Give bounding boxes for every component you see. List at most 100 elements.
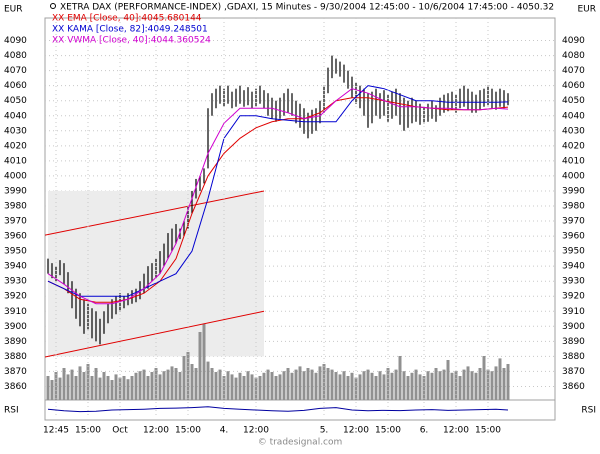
volume-bar <box>222 376 226 400</box>
volume-bar <box>130 376 134 400</box>
volume-bar <box>406 376 410 400</box>
volume-bar <box>506 364 510 400</box>
volume-bar <box>122 376 126 400</box>
channel-line <box>45 190 265 236</box>
y-tick-label-right: 4090 <box>562 36 585 46</box>
y-tick-label-left: 3900 <box>4 322 27 332</box>
y-tick-label-right: 3860 <box>562 382 585 392</box>
y-tick-label-left: 4030 <box>4 126 27 136</box>
volume-bar <box>194 368 198 400</box>
indicator-line <box>47 85 509 297</box>
volume-bar <box>154 368 158 400</box>
rsi-label-right: RSI <box>581 406 596 416</box>
volume-bar <box>314 372 318 400</box>
x-tick-label: 15:00 <box>175 426 201 436</box>
volume-bar <box>238 372 242 400</box>
chart-title: XETRA DAX (PERFORMANCE-INDEX) ,GDAXI, 15… <box>60 3 554 13</box>
volume-bar <box>166 369 170 400</box>
y-tick-label-left: 4040 <box>4 111 27 121</box>
y-tick-label-right: 3980 <box>562 201 585 211</box>
x-tick-label: 15:00 <box>75 426 101 436</box>
y-tick-label-right: 4050 <box>562 96 585 106</box>
y-tick-label-left: 3860 <box>4 382 27 392</box>
volume-bar <box>326 368 330 400</box>
volume-bar <box>354 377 358 400</box>
volume-bar <box>490 371 494 400</box>
y-tick-label-right: 4060 <box>562 81 585 91</box>
volume-bar <box>438 371 442 400</box>
volume-bar <box>254 377 258 400</box>
y-tick-label-right: 4070 <box>562 66 585 76</box>
volume-bar <box>398 356 402 400</box>
y-tick-label-left: 3880 <box>4 352 27 362</box>
volume-bar <box>230 374 234 400</box>
x-tick-label: 4. <box>220 426 229 436</box>
y-tick-label-right: 3900 <box>562 322 585 332</box>
volume-bar <box>362 371 366 400</box>
y-tick-label-left: 3920 <box>4 292 27 302</box>
volume-bar <box>394 369 398 400</box>
volume-bar <box>62 368 66 400</box>
volume-bar <box>234 377 238 400</box>
volume-bar <box>114 374 118 400</box>
volume-bar <box>290 372 294 400</box>
volume-bar <box>46 376 50 400</box>
legend-entry: XX VWMA [Close, 40]:4044.360524 <box>52 36 211 46</box>
y-tick-label-right: 4000 <box>562 171 585 181</box>
volume-bar <box>66 374 70 400</box>
legend-entry: XX KAMA [Close, 82]:4049.248501 <box>52 25 208 35</box>
x-tick-label: 12:00 <box>343 426 369 436</box>
y-tick-label-right: 4040 <box>562 111 585 121</box>
volume-bar <box>58 377 62 400</box>
y-tick-label-left: 3870 <box>4 367 27 377</box>
volume-bar <box>74 376 78 400</box>
y-tick-label-left: 3890 <box>4 337 27 347</box>
volume-bar <box>98 377 102 400</box>
volume-bar <box>242 376 246 400</box>
volume-bar <box>274 376 278 400</box>
y-tick-label-left: 4080 <box>4 51 27 61</box>
volume-bar <box>486 369 490 400</box>
y-tick-label-right: 3970 <box>562 217 585 227</box>
volume-bar <box>282 371 286 400</box>
volume-bar <box>338 374 342 400</box>
volume-bar <box>454 371 458 400</box>
volume-bar <box>50 380 54 400</box>
y-tick-label-left: 3940 <box>4 262 27 272</box>
volume-bar <box>478 368 482 400</box>
rsi-line <box>47 406 509 413</box>
y-tick-label-right: 3890 <box>562 337 585 347</box>
volume-bar <box>106 376 110 400</box>
y-tick-label-right: 3870 <box>562 367 585 377</box>
volume-bar <box>286 368 290 400</box>
volume-bar <box>258 376 262 400</box>
volume-bar <box>462 369 466 400</box>
volume-bar <box>150 372 154 400</box>
volume-bar <box>414 369 418 400</box>
channel-line <box>45 310 265 358</box>
volume-bar <box>402 371 406 400</box>
volume-bar <box>186 352 190 400</box>
x-tick-label: 12:00 <box>243 426 269 436</box>
y-tick-label-right: 3960 <box>562 232 585 242</box>
volume-bar <box>270 372 274 400</box>
volume-bar <box>430 372 434 400</box>
volume-bar <box>422 376 426 400</box>
volume-bar <box>334 372 338 400</box>
footer: © tradesignal.com <box>258 438 343 448</box>
volume-bar <box>134 372 138 400</box>
y-tick-label-left: 3990 <box>4 186 27 196</box>
volume-bar <box>502 368 506 400</box>
volume-bar <box>246 371 250 400</box>
volume-bar <box>318 366 322 400</box>
volume-bar <box>82 372 86 400</box>
volume-bar <box>218 369 222 400</box>
legend-entry: XX EMA [Close, 40]:4045.680144 <box>52 14 202 24</box>
volume-bar <box>202 324 206 400</box>
volume-bar <box>470 371 474 400</box>
y-tick-label-right: 3990 <box>562 186 585 196</box>
volume-bar <box>498 358 502 400</box>
y-tick-label-right: 4030 <box>562 126 585 136</box>
